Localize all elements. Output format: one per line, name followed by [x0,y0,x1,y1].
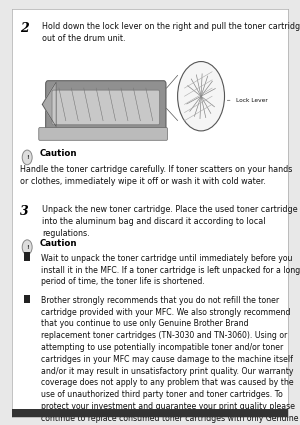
Bar [24,252,30,261]
Polygon shape [42,82,56,127]
FancyBboxPatch shape [39,128,167,140]
Text: Lock Lever: Lock Lever [227,98,267,103]
Circle shape [22,240,32,255]
Text: 3: 3 [20,205,29,218]
Bar [24,295,30,303]
FancyBboxPatch shape [46,81,166,134]
Text: Caution: Caution [40,239,77,248]
Text: Hold down the lock lever on the right and pull the toner cartridge
out of the dr: Hold down the lock lever on the right an… [42,22,300,42]
Text: Caution: Caution [40,149,77,158]
Circle shape [22,150,32,165]
Text: !: ! [26,155,28,160]
Text: Handle the toner cartridge carefully. If toner scatters on your hands
or clothes: Handle the toner cartridge carefully. If… [20,165,293,186]
Text: Brother strongly recommends that you do not refill the toner
cartridge provided : Brother strongly recommends that you do … [41,296,298,425]
Text: Wait to unpack the toner cartridge until immediately before you
install it in th: Wait to unpack the toner cartridge until… [41,254,300,286]
Circle shape [178,62,224,131]
Text: Unpack the new toner cartridge. Place the used toner cartridge
into the aluminum: Unpack the new toner cartridge. Place th… [42,205,298,238]
Text: 2: 2 [20,22,29,34]
Text: !: ! [26,245,28,249]
FancyBboxPatch shape [52,90,160,125]
Bar [12,409,288,416]
